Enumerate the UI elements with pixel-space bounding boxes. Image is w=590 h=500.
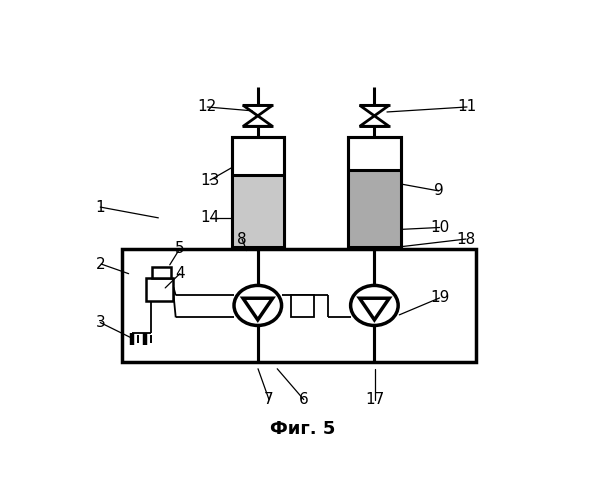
Text: 13: 13 [201, 172, 219, 188]
Bar [348, 170, 401, 246]
Text: 2: 2 [96, 256, 106, 272]
Text: 18: 18 [457, 232, 476, 246]
Circle shape [234, 286, 281, 326]
Text: 12: 12 [198, 100, 217, 114]
Polygon shape [243, 116, 273, 126]
Text: 9: 9 [434, 184, 444, 198]
Text: 19: 19 [430, 290, 449, 306]
Polygon shape [243, 298, 273, 320]
Bar [291, 296, 313, 318]
Text: 7: 7 [264, 392, 274, 407]
Text: 11: 11 [457, 100, 477, 114]
Polygon shape [360, 106, 389, 116]
Bar [231, 137, 284, 246]
Bar [152, 266, 171, 278]
Text: 4: 4 [175, 266, 185, 281]
Text: 14: 14 [201, 210, 219, 226]
Polygon shape [359, 298, 389, 320]
Text: 8: 8 [237, 232, 247, 246]
Text: 17: 17 [365, 392, 384, 407]
Bar [231, 176, 284, 246]
Polygon shape [243, 106, 273, 116]
Bar [122, 248, 476, 362]
Text: 3: 3 [96, 315, 105, 330]
Bar [146, 278, 173, 300]
Bar [348, 137, 401, 246]
Text: 6: 6 [299, 392, 309, 407]
Bar [231, 137, 284, 246]
Text: 1: 1 [96, 200, 105, 214]
Text: 5: 5 [175, 241, 185, 256]
Polygon shape [360, 116, 389, 126]
Bar [348, 137, 401, 246]
Text: 10: 10 [430, 220, 449, 235]
Text: Фиг. 5: Фиг. 5 [270, 420, 335, 438]
Circle shape [350, 286, 398, 326]
